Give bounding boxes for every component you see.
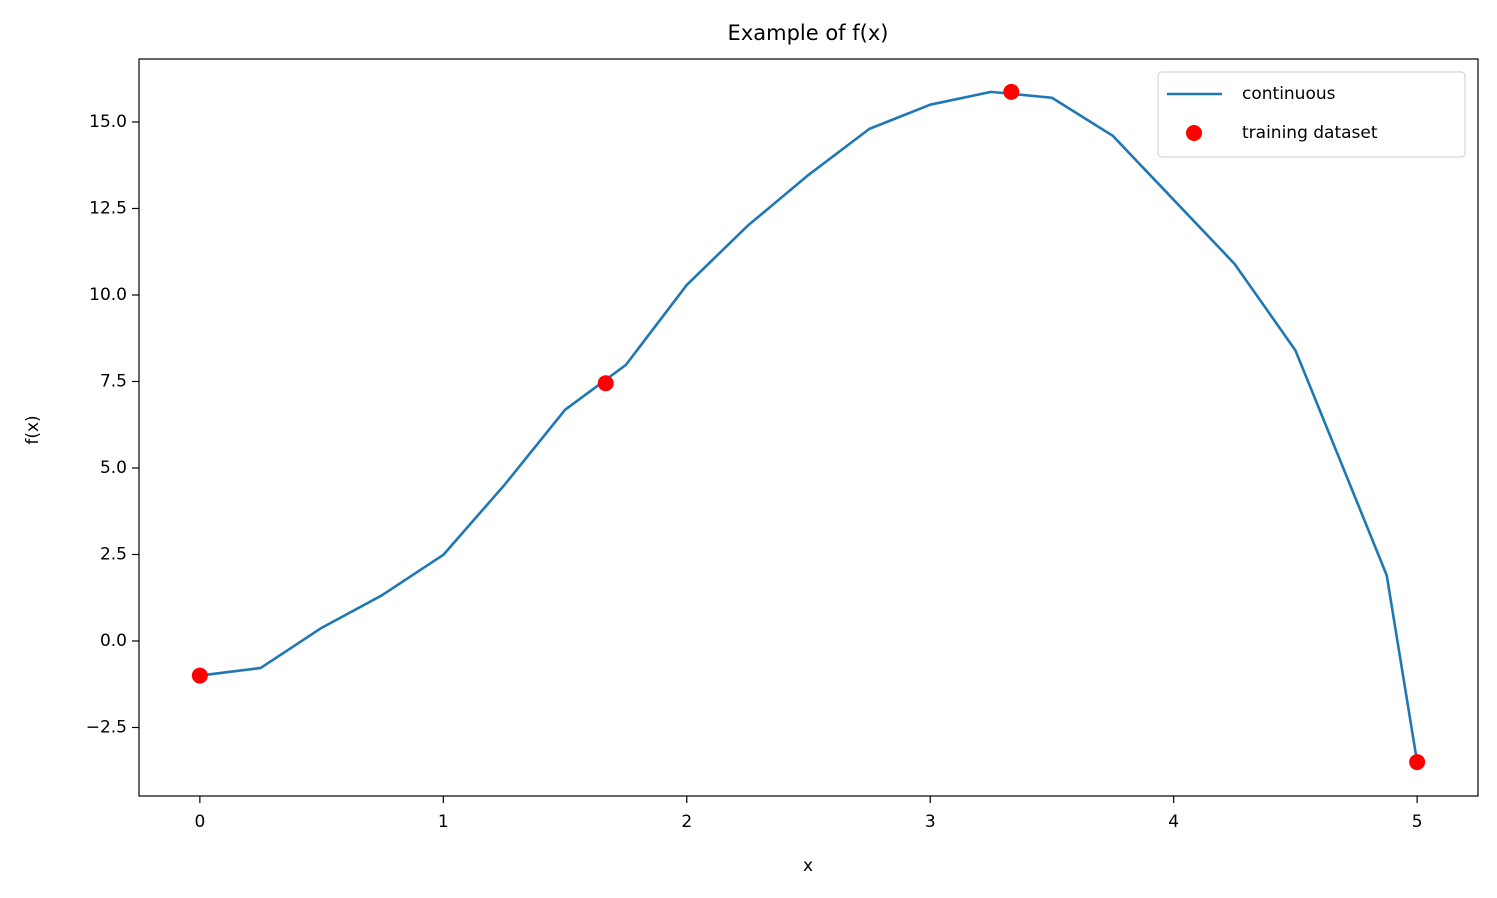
chart-title: Example of f(x) [728, 21, 889, 45]
data-line [199, 90, 1419, 763]
legend-label: training dataset [1242, 123, 1378, 143]
legend-swatch [1186, 125, 1202, 141]
y-tick-label: 7.5 [100, 371, 127, 391]
x-axis-label: x [803, 856, 813, 876]
x-tick-label: 2 [681, 812, 692, 832]
x-tick-label: 5 [1412, 812, 1423, 832]
y-tick-label: 2.5 [100, 544, 127, 564]
y-tick-label: 5.0 [100, 458, 127, 478]
y-tick-label: 12.5 [89, 198, 127, 218]
data-point [1003, 83, 1020, 100]
y-axis-label: f(x) [23, 415, 43, 444]
x-tick-label: 0 [194, 812, 205, 832]
y-tick-label: −2.5 [86, 717, 127, 737]
data-point [1409, 754, 1426, 771]
plot-frame [138, 58, 1479, 797]
x-tick-label: 4 [1168, 812, 1179, 832]
data-point [191, 667, 208, 684]
legend-label: continuous [1242, 84, 1336, 104]
data-point [597, 375, 614, 392]
y-tick-label: 15.0 [89, 112, 127, 132]
x-tick-label: 3 [925, 812, 936, 832]
y-tick-label: 10.0 [89, 285, 127, 305]
x-tick-label: 1 [438, 812, 449, 832]
legend-box [1157, 71, 1466, 158]
y-tick-label: 0.0 [100, 631, 127, 651]
